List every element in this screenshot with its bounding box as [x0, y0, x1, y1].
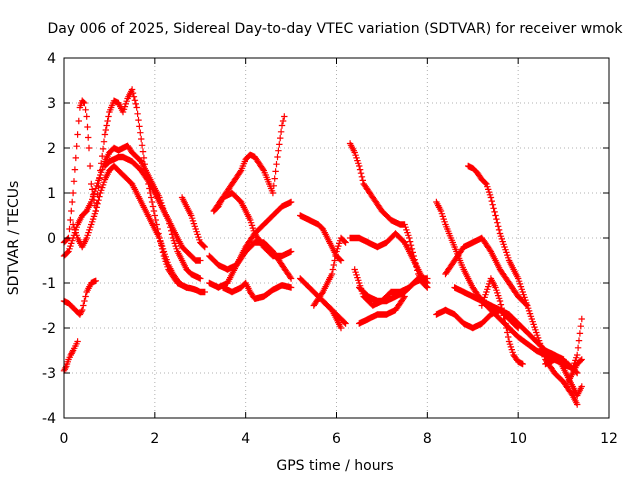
- x-tick-label: 6: [332, 431, 341, 447]
- series-t12: [219, 279, 295, 302]
- chart-title: Day 006 of 2025, Sidereal Day-to-day VTE…: [48, 21, 624, 37]
- series-t27: [478, 275, 526, 368]
- y-tick-label: 3: [47, 96, 56, 112]
- y-tick-label: -1: [42, 276, 56, 292]
- y-axis-label: SDTVAR / TECUs: [6, 181, 22, 296]
- x-tick-label: 12: [600, 431, 618, 447]
- data-point-markers: [101, 153, 204, 264]
- series-t20: [356, 275, 431, 305]
- series-t18: [346, 230, 431, 287]
- data-point-markers: [356, 293, 408, 327]
- data-point-markers: [346, 230, 431, 287]
- data-point-markers: [564, 356, 585, 386]
- y-tick-label: 4: [47, 51, 56, 67]
- series-t11: [206, 198, 295, 291]
- series-t16: [319, 297, 349, 327]
- x-tick-label: 10: [509, 431, 527, 447]
- data-point-markers: [219, 279, 295, 302]
- series-t29: [537, 347, 585, 399]
- series-t7: [178, 194, 208, 251]
- data-marks: [60, 86, 585, 408]
- series-t15: [310, 234, 349, 309]
- y-tick-label: -3: [42, 366, 56, 382]
- x-tick-label: 4: [241, 431, 250, 447]
- series-t21: [356, 293, 408, 327]
- series-t26: [465, 162, 581, 408]
- series-t23: [442, 234, 531, 309]
- x-tick-label: 0: [60, 431, 69, 447]
- data-point-markers: [319, 297, 349, 327]
- y-tick-label: 1: [47, 186, 56, 202]
- y-tick-label: 2: [47, 141, 56, 157]
- series-t3: [69, 162, 208, 296]
- y-tick-label: -4: [42, 411, 56, 427]
- data-point-markers: [356, 275, 431, 305]
- y-tick-label: -2: [42, 321, 56, 337]
- x-tick-label: 8: [423, 431, 432, 447]
- x-tick-label: 2: [150, 431, 159, 447]
- data-point-markers: [310, 234, 349, 309]
- y-tick-label: 0: [47, 231, 56, 247]
- data-point-markers: [478, 275, 526, 368]
- series-t30: [564, 356, 585, 386]
- x-axis-label: GPS time / hours: [276, 458, 393, 474]
- data-point-markers: [537, 347, 585, 399]
- data-point-markers: [206, 198, 295, 291]
- data-point-markers: [69, 162, 208, 296]
- data-point-markers: [178, 194, 208, 251]
- data-point-markers: [442, 234, 531, 309]
- series-t4: [101, 153, 204, 264]
- data-point-markers: [465, 162, 581, 408]
- grid: [64, 58, 609, 418]
